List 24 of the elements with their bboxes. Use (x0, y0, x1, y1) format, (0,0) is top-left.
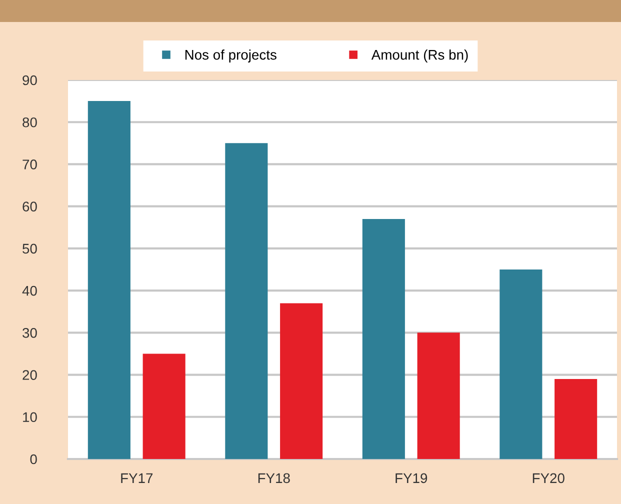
bar (142, 354, 186, 459)
legend-label: Amount (Rs bn) (371, 50, 468, 62)
bar (500, 270, 542, 459)
x-tick-label: FY18 (258, 473, 290, 484)
legend-label: Nos of projects (185, 50, 276, 62)
y-tick-label: 80 (22, 117, 37, 128)
x-tick-label: FY19 (396, 473, 428, 484)
y-tick-label: 10 (23, 412, 37, 422)
bar (88, 101, 130, 459)
bar (280, 303, 323, 459)
x-tick-label: FY20 (532, 473, 564, 484)
bar (362, 218, 405, 459)
y-tick-label: 30 (22, 328, 37, 338)
y-tick-label: 0 (30, 454, 37, 464)
y-tick-label: 90 (22, 75, 37, 86)
bar (225, 143, 268, 459)
bar (554, 378, 598, 459)
y-tick-label: 40 (22, 286, 37, 296)
y-tick-label: 20 (22, 370, 37, 380)
bar (417, 332, 460, 459)
y-tick-label: 60 (22, 202, 37, 212)
y-tick-label: 70 (22, 160, 37, 170)
y-tick-label: 50 (22, 244, 37, 254)
x-tick-label: FY17 (121, 473, 153, 483)
